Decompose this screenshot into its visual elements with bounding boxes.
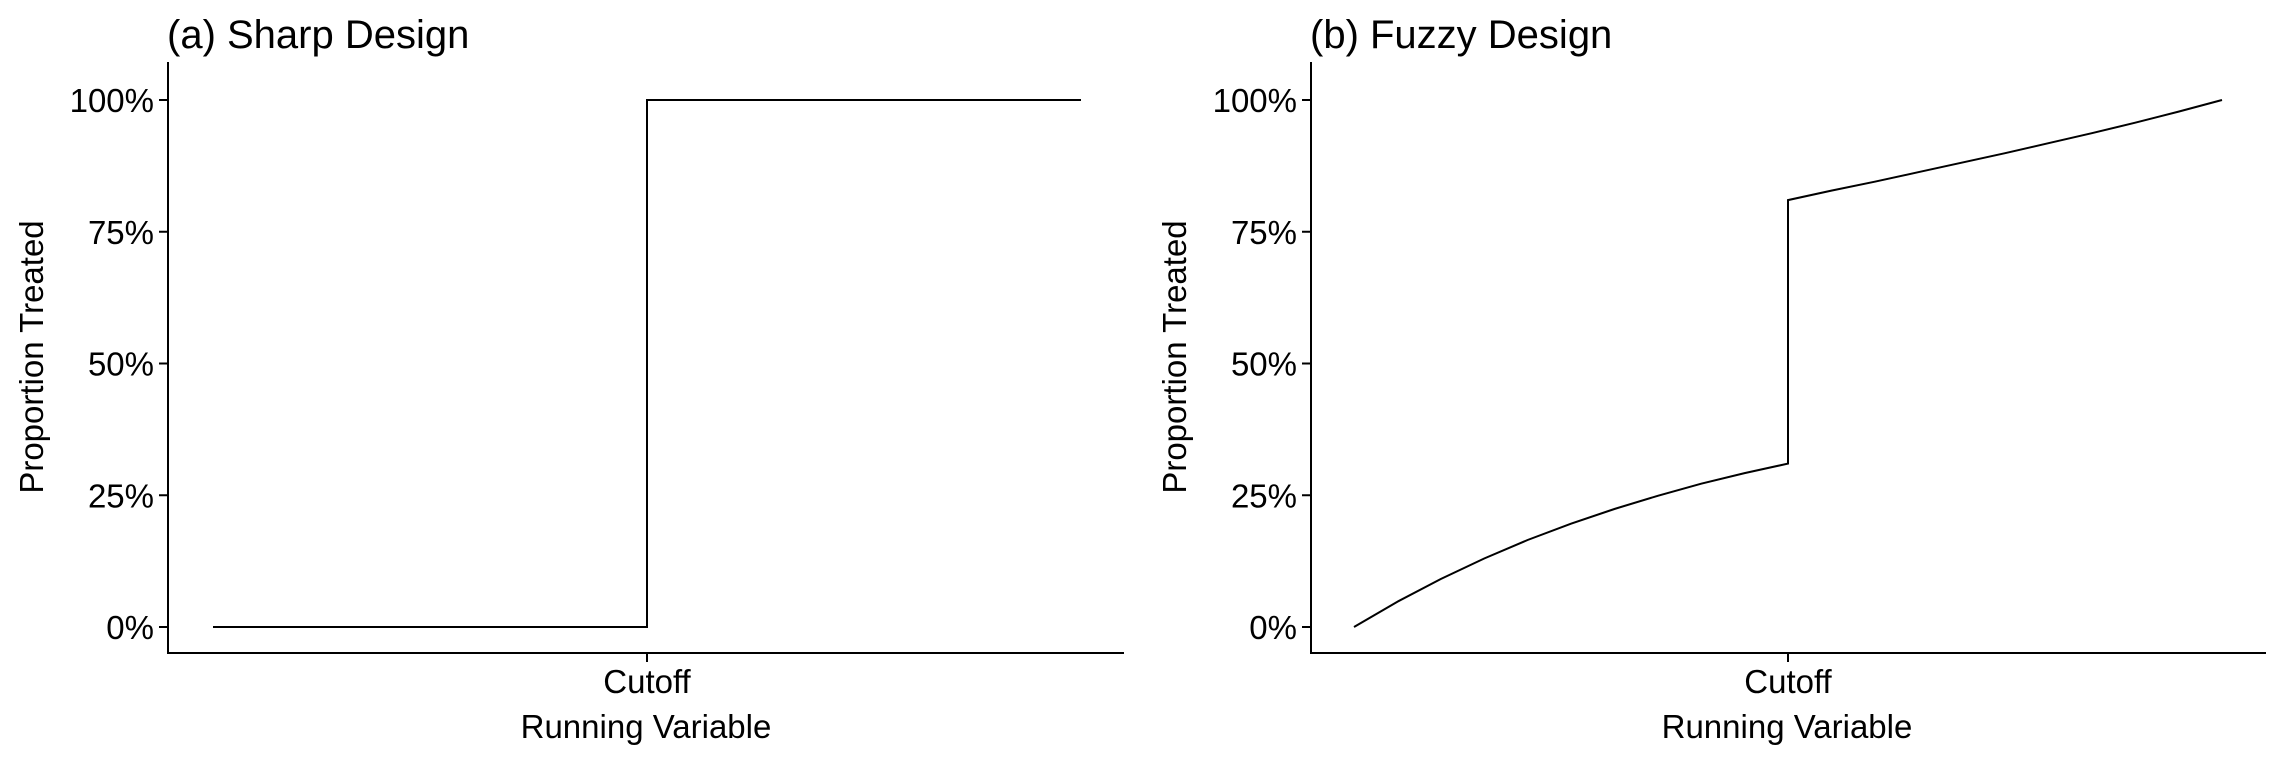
x-ticks: Cutoff — [1744, 653, 1833, 700]
x-tick-label: Cutoff — [603, 663, 691, 700]
y-ticks: 0% 25% 50% 75% 100% — [1213, 82, 1311, 646]
plot-area — [213, 99, 1081, 628]
x-axis-title: Running Variable — [1662, 708, 1913, 745]
panel-sharp-design: (a) Sharp Design 0%25%50%75%100% Cutoff … — [13, 13, 1124, 745]
y-tick-label: 25% — [88, 477, 154, 514]
x-axis-title: Running Variable — [521, 708, 772, 745]
y-axis-title: Proportion Treated — [1156, 220, 1193, 493]
plot-area — [1353, 99, 2223, 628]
series-line — [1353, 99, 2223, 628]
chart-title: (a) Sharp Design — [167, 13, 469, 57]
y-tick-label: 75% — [88, 214, 154, 251]
y-tick-label: 0% — [1249, 609, 1297, 646]
y-tick-label: 25% — [1231, 477, 1297, 514]
y-axis-title: Proportion Treated — [13, 220, 50, 493]
y-tick-label: 75% — [1231, 214, 1297, 251]
y-tick-label: 100% — [1213, 82, 1297, 119]
y-tick-label: 50% — [1231, 346, 1297, 383]
chart-title: (b) Fuzzy Design — [1310, 13, 1612, 57]
panel-fuzzy-design: (b) Fuzzy Design 0%25%50%75%100% Cutoff … — [1156, 13, 2266, 745]
y-tick-label: 100% — [70, 82, 154, 119]
x-ticks: Cutoff — [603, 653, 692, 700]
y-tick-label: 0% — [106, 609, 154, 646]
y-ticks: 0% 25% 50% 75% 100% — [70, 82, 168, 646]
y-tick-label: 50% — [88, 346, 154, 383]
x-tick-label: Cutoff — [1744, 663, 1832, 700]
series-line — [213, 99, 1081, 628]
